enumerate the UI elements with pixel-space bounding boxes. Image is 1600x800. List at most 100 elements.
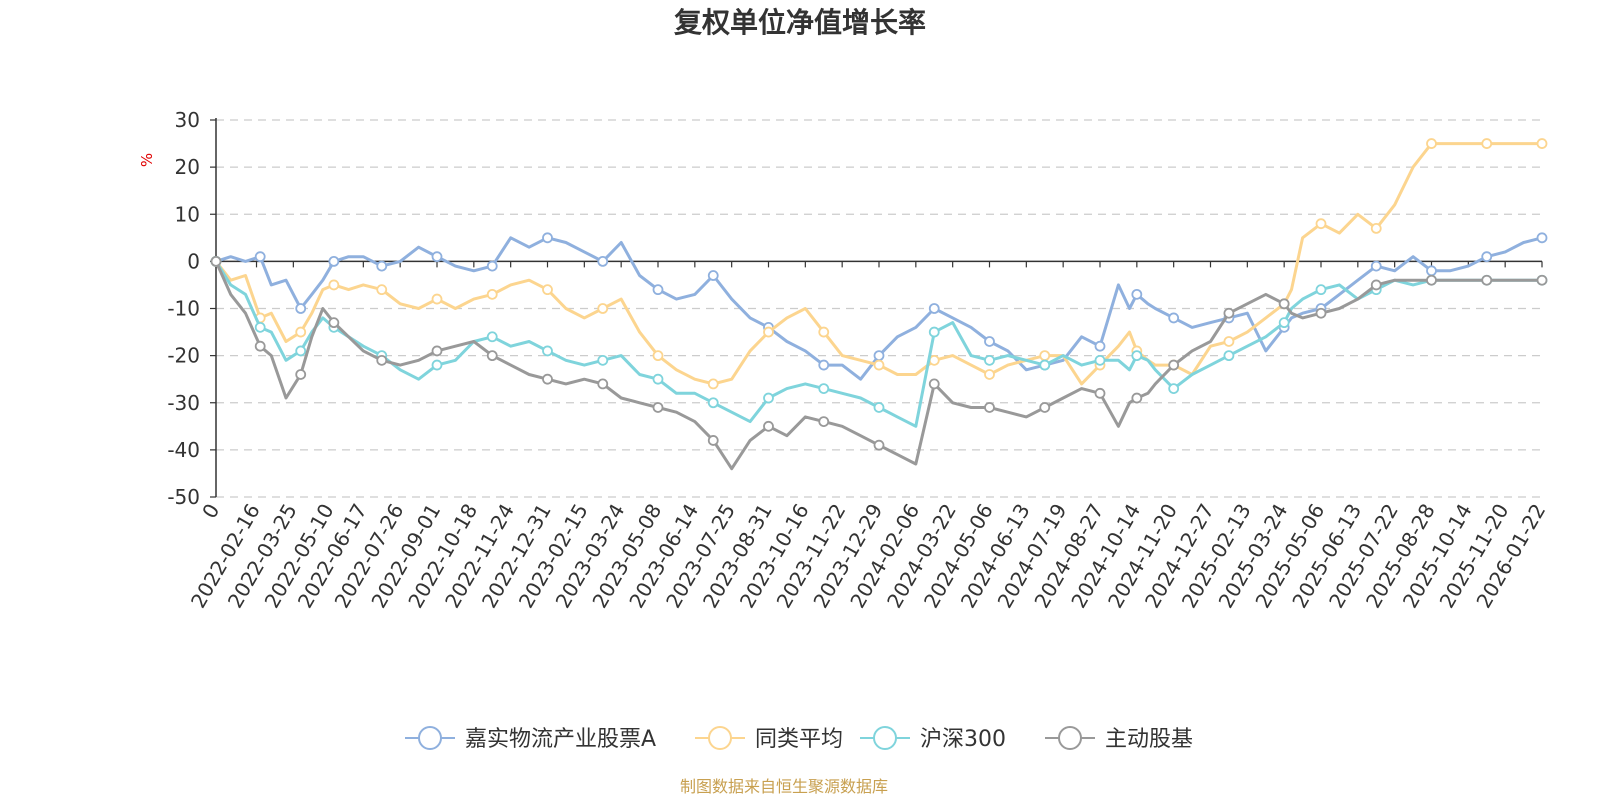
data-point [431, 345, 443, 357]
data-point [1536, 138, 1548, 149]
data-point [597, 378, 609, 390]
legend-item[interactable]: 同类平均 [695, 726, 843, 752]
legend-label: 嘉实物流产业股票A [465, 727, 656, 752]
data-point [376, 260, 388, 272]
data-point [210, 255, 222, 267]
data-point [1223, 336, 1235, 347]
data-point [1168, 383, 1180, 395]
y-tick-label: 0 [187, 249, 200, 273]
data-point [873, 350, 885, 362]
series-lines [210, 138, 1548, 471]
data-point [818, 416, 830, 428]
series-line [214, 260, 1542, 428]
data-point [1426, 138, 1437, 149]
data-point [1039, 402, 1051, 413]
data-point [652, 284, 664, 296]
data-point [1094, 354, 1106, 366]
y-axis-unit: % [138, 153, 156, 167]
data-point [597, 255, 609, 267]
data-point [254, 340, 266, 352]
data-point [1370, 222, 1382, 234]
data-point [984, 402, 995, 413]
y-tick-label: -20 [167, 344, 200, 368]
data-point [873, 439, 885, 451]
data-point [1131, 392, 1143, 404]
data-point [652, 373, 664, 385]
data-point [295, 345, 307, 357]
x-tick-label: 0 [197, 500, 224, 523]
data-point [652, 350, 664, 362]
data-point [818, 359, 830, 371]
data-point [376, 284, 388, 296]
data-point [597, 354, 609, 366]
data-point [873, 402, 885, 413]
data-point [928, 303, 940, 314]
y-tick-label: 30 [175, 108, 200, 132]
data-point [1426, 265, 1437, 277]
data-point [1168, 359, 1180, 371]
data-point [707, 270, 719, 281]
data-point [328, 317, 340, 329]
data-point [763, 392, 774, 404]
data-point [1039, 350, 1051, 362]
data-point [295, 303, 307, 314]
legend-label: 沪深300 [920, 727, 1006, 752]
legend-marker [708, 726, 732, 750]
legend[interactable]: 嘉实物流产业股票A 同类平均 沪深300 主动股基 [405, 726, 1193, 752]
data-point [1094, 387, 1106, 399]
data-point [254, 321, 266, 333]
data-point [328, 279, 340, 291]
data-point [328, 255, 340, 267]
legend-item[interactable]: 沪深300 [860, 726, 1006, 752]
data-point [431, 293, 443, 305]
y-tick-label: -40 [167, 438, 200, 462]
chart-title: 复权单位净值增长率 [674, 6, 926, 39]
data-point [1278, 298, 1290, 310]
data-point [431, 359, 443, 371]
data-point [984, 336, 995, 347]
legend-label: 同类平均 [755, 727, 843, 752]
y-tick-label: 20 [175, 155, 200, 179]
data-point [486, 331, 498, 343]
data-point [431, 251, 443, 263]
data-point [1370, 260, 1382, 272]
data-point [1131, 350, 1143, 362]
data-point [1278, 317, 1290, 329]
data-point [295, 326, 307, 338]
data-point [1168, 312, 1180, 324]
data-point [1223, 350, 1235, 362]
data-point [763, 420, 774, 432]
legend-marker [873, 726, 897, 750]
data-point [928, 354, 940, 366]
y-tick-label: -30 [167, 391, 200, 415]
data-point [818, 383, 830, 395]
data-point [1223, 307, 1235, 319]
data-point [597, 303, 609, 314]
data-point [295, 369, 307, 380]
data-point [984, 369, 995, 380]
data-point [1481, 274, 1493, 286]
data-point [707, 435, 719, 446]
data-point [542, 284, 553, 296]
data-point [1536, 274, 1548, 286]
data-point [1315, 284, 1327, 296]
data-point [1131, 288, 1143, 300]
legend-item[interactable]: 嘉实物流产业股票A [405, 726, 656, 752]
y-tick-label: -50 [167, 485, 200, 509]
data-point [707, 397, 719, 409]
legend-label: 主动股基 [1105, 727, 1193, 752]
data-point [1315, 218, 1327, 230]
data-point [984, 354, 995, 366]
y-tick-label: -10 [167, 297, 200, 321]
legend-marker [418, 726, 442, 750]
legend-item[interactable]: 主动股基 [1045, 726, 1193, 752]
data-point [1426, 274, 1437, 286]
data-point [928, 326, 940, 338]
data-point [707, 378, 719, 390]
data-point [652, 402, 664, 413]
data-point [1481, 251, 1493, 263]
data-point [486, 260, 498, 272]
data-point [1315, 307, 1327, 319]
legend-marker [1058, 726, 1082, 750]
